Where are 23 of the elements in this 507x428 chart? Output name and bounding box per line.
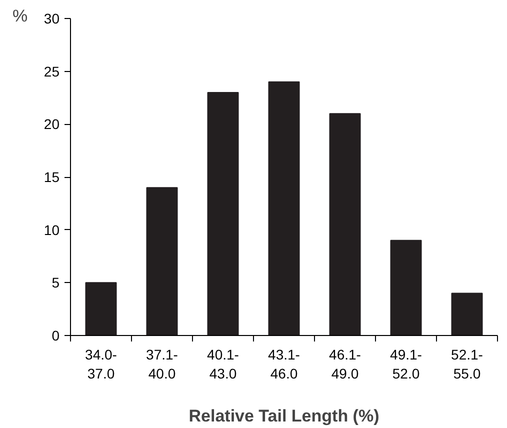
x-tick-label: 43.1-46.0 — [268, 346, 300, 382]
y-tick-label: 30 — [44, 10, 60, 26]
x-tick-label: 46.1-49.0 — [329, 346, 362, 382]
y-tick-label: 10 — [44, 222, 60, 238]
bar — [451, 292, 483, 336]
x-tick-label: 49.1-52.0 — [390, 346, 422, 382]
y-tick-label: 15 — [44, 169, 60, 185]
y-tick-label: 5 — [52, 274, 60, 291]
bar — [146, 187, 178, 336]
y-tick-label: 20 — [44, 116, 60, 132]
bar — [85, 282, 117, 336]
x-tick-label: 40.1-43.0 — [207, 346, 240, 382]
x-axis-title: Relative Tail Length (%) — [188, 406, 380, 426]
y-tick-label: 0 — [52, 328, 60, 344]
x-tick-label: 52.1-55.0 — [451, 346, 484, 382]
y-axis-title: % — [12, 6, 28, 26]
x-tick-label: 34.0-37.0 — [85, 346, 118, 382]
bar — [268, 81, 300, 336]
bar — [329, 113, 361, 336]
x-tick-label: 37.1-40.0 — [146, 346, 178, 382]
y-tick-label: 25 — [44, 63, 60, 80]
bar — [390, 240, 422, 336]
bar — [207, 92, 239, 336]
